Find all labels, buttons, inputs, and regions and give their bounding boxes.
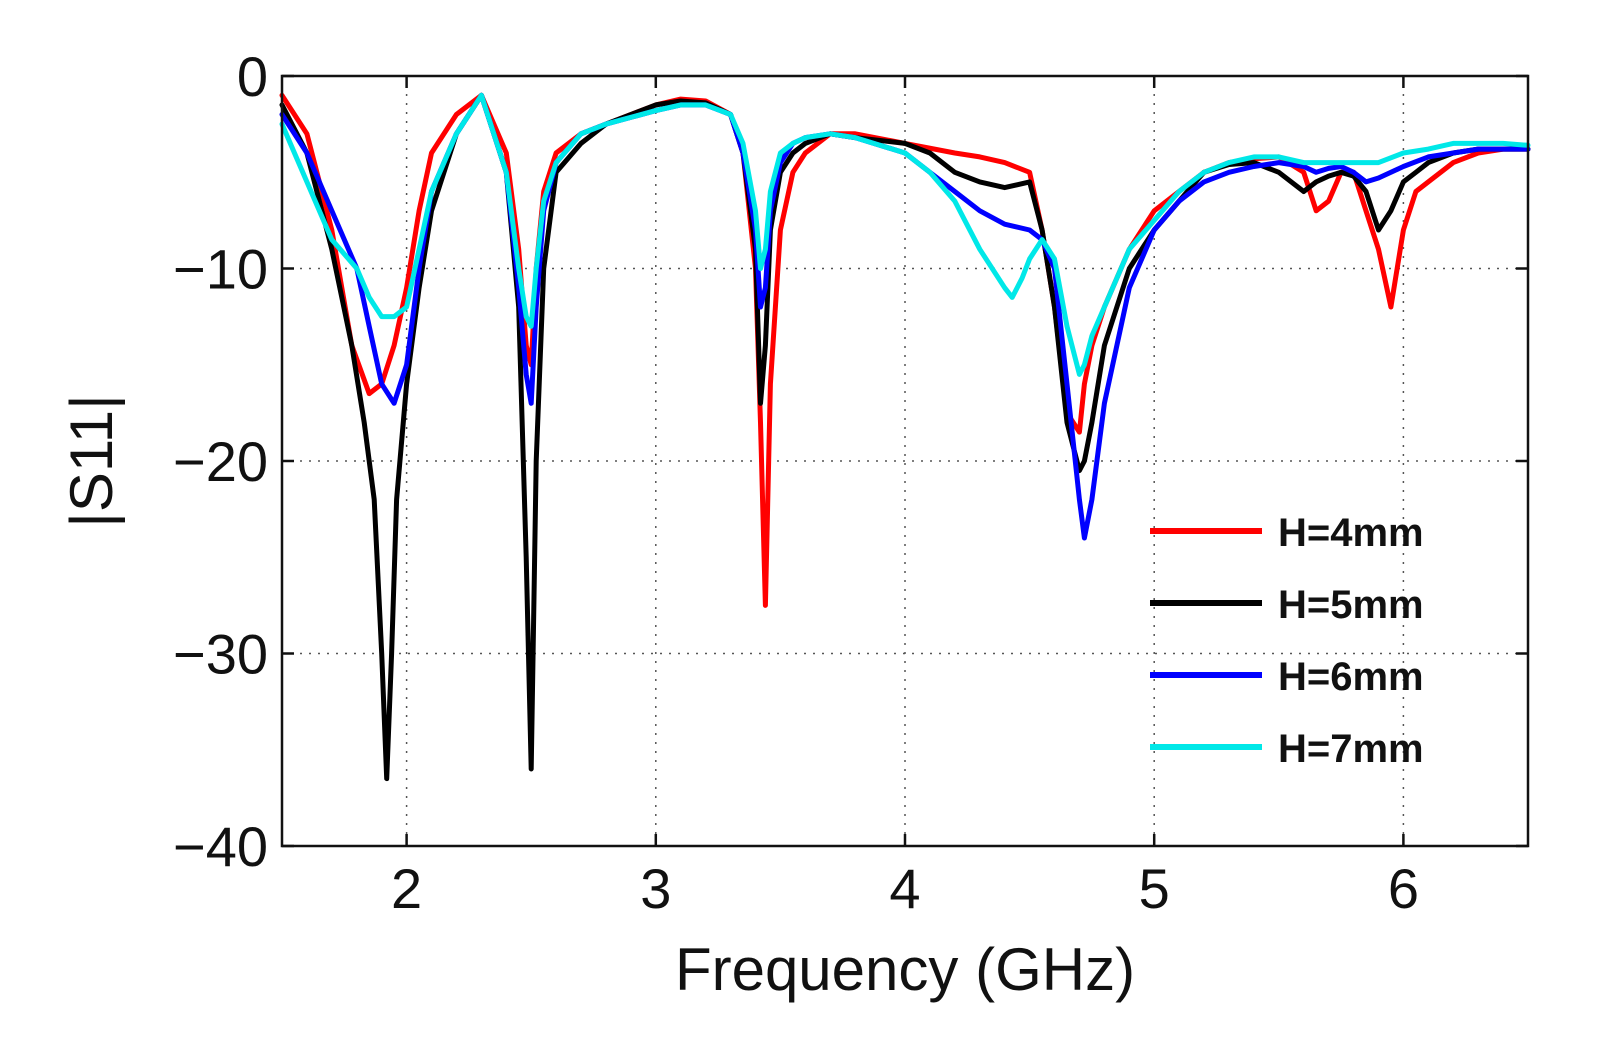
y-tick-label: −40 — [173, 815, 268, 878]
legend-label-h-7mm: H=7mm — [1278, 727, 1424, 771]
x-tick-label: 6 — [1388, 857, 1419, 920]
x-tick-label: 3 — [640, 857, 671, 920]
x-tick-labels: 2 3 4 5 6 — [391, 857, 1419, 920]
grid — [282, 76, 1528, 846]
y-tick-label: −10 — [173, 238, 268, 301]
x-axis-title: Frequency (GHz) — [675, 936, 1135, 1003]
legend-label-h-4mm: H=4mm — [1278, 511, 1424, 555]
y-tick-labels: 0 −10 −20 −30 −40 — [173, 45, 268, 878]
legend-label-h-5mm: H=5mm — [1278, 583, 1424, 627]
series-lines — [279, 92, 1531, 782]
y-tick-label: 0 — [237, 45, 268, 108]
x-tick-label: 2 — [391, 857, 422, 920]
legend: H=4mm H=5mm H=6mm H=7mm — [1150, 511, 1424, 771]
y-tick-label: −30 — [173, 623, 268, 686]
y-axis-title: |S11| — [58, 394, 125, 527]
legend-label-h-6mm: H=6mm — [1278, 655, 1424, 699]
x-tick-label: 4 — [889, 857, 920, 920]
series-line-h-7mm — [279, 92, 1531, 377]
ticks — [282, 74, 1528, 848]
x-tick-label: 5 — [1139, 857, 1170, 920]
y-tick-label: −20 — [173, 430, 268, 493]
